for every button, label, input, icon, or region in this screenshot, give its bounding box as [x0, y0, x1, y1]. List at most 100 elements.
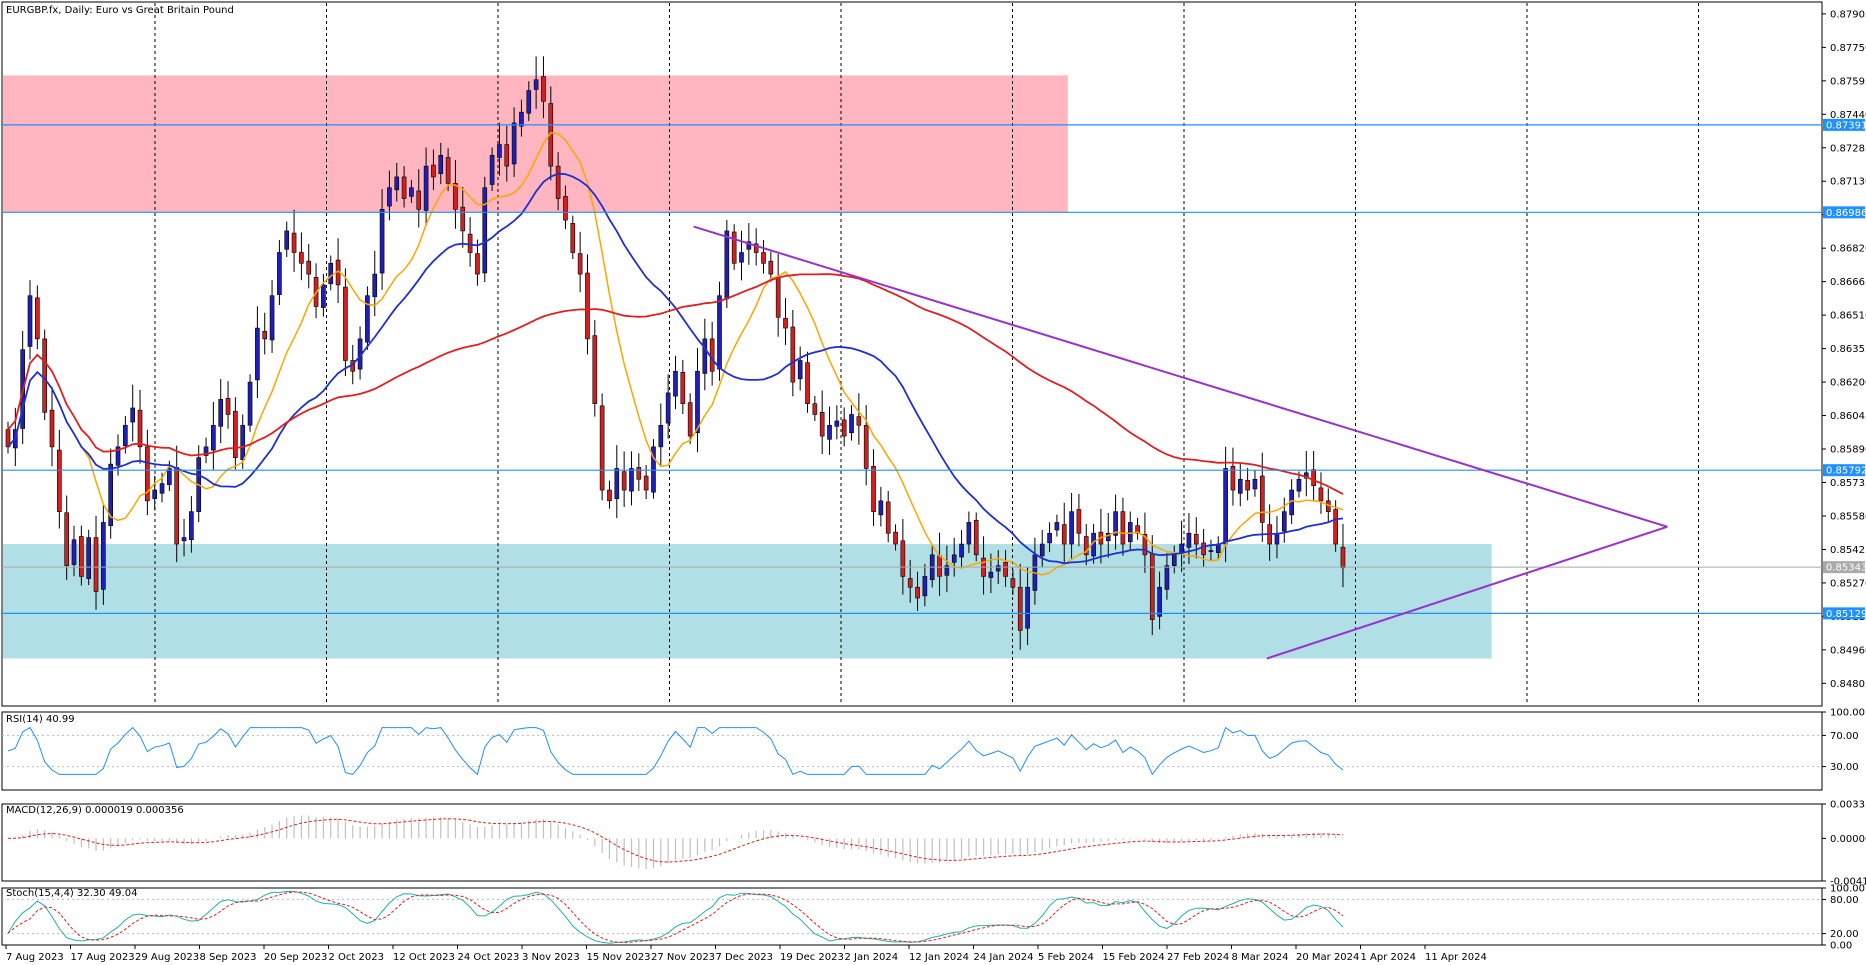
- candle[interactable]: [453, 160, 458, 229]
- candle[interactable]: [687, 393, 693, 444]
- candle[interactable]: [291, 209, 297, 272]
- candle[interactable]: [1318, 472, 1324, 514]
- candle[interactable]: [401, 166, 407, 208]
- candle[interactable]: [255, 306, 260, 399]
- candle[interactable]: [49, 386, 55, 467]
- candle[interactable]: [673, 355, 678, 410]
- candle[interactable]: [797, 346, 803, 391]
- candle[interactable]: [277, 240, 282, 305]
- candle[interactable]: [299, 232, 304, 281]
- candle[interactable]: [416, 169, 422, 228]
- candle[interactable]: [863, 405, 869, 486]
- candle[interactable]: [27, 280, 33, 360]
- candle[interactable]: [108, 448, 114, 539]
- candle[interactable]: [1201, 528, 1206, 567]
- candle[interactable]: [900, 519, 906, 595]
- candle[interactable]: [599, 393, 605, 501]
- candle[interactable]: [680, 359, 686, 415]
- candle[interactable]: [1076, 493, 1082, 547]
- candle[interactable]: [1208, 539, 1214, 561]
- candle[interactable]: [695, 347, 700, 453]
- candle[interactable]: [1017, 563, 1023, 650]
- candle[interactable]: [511, 107, 517, 177]
- candle[interactable]: [1333, 500, 1338, 552]
- candle[interactable]: [1010, 569, 1016, 596]
- candle[interactable]: [1083, 524, 1089, 566]
- rsi-panel[interactable]: 100.00 70.00 30.00: [1, 708, 1865, 791]
- candle[interactable]: [218, 379, 224, 444]
- rising-trendline[interactable]: [1266, 525, 1668, 660]
- candle[interactable]: [966, 511, 972, 554]
- candle[interactable]: [189, 496, 194, 553]
- candle[interactable]: [834, 405, 840, 440]
- candle[interactable]: [1193, 517, 1199, 559]
- falling-trendline[interactable]: [693, 225, 1668, 528]
- candle[interactable]: [592, 320, 598, 417]
- candle[interactable]: [445, 148, 451, 192]
- candle[interactable]: [665, 374, 671, 439]
- candle[interactable]: [57, 429, 62, 529]
- candle[interactable]: [922, 563, 928, 607]
- candle[interactable]: [555, 152, 561, 211]
- candle[interactable]: [871, 449, 876, 526]
- candle[interactable]: [849, 405, 854, 441]
- candle[interactable]: [431, 149, 436, 190]
- candle[interactable]: [629, 451, 634, 506]
- candle[interactable]: [284, 221, 290, 258]
- candle[interactable]: [1245, 467, 1250, 501]
- candle[interactable]: [269, 280, 275, 353]
- candle[interactable]: [1054, 514, 1060, 537]
- candle[interactable]: [1039, 530, 1045, 568]
- candle[interactable]: [504, 125, 510, 182]
- candle[interactable]: [878, 486, 884, 527]
- candle[interactable]: [225, 381, 231, 429]
- candle[interactable]: [951, 537, 957, 577]
- candle[interactable]: [819, 390, 825, 455]
- candle[interactable]: [93, 515, 99, 610]
- candle[interactable]: [35, 285, 40, 350]
- candle[interactable]: [71, 525, 77, 577]
- candle[interactable]: [1003, 549, 1008, 587]
- candle[interactable]: [563, 185, 568, 230]
- candle[interactable]: [115, 434, 121, 476]
- candle[interactable]: [262, 312, 268, 355]
- macd-panel[interactable]: 0.003352 0.000000 -0.004161: [1, 800, 1866, 888]
- candle[interactable]: [130, 384, 136, 442]
- candle[interactable]: [702, 318, 708, 391]
- candle[interactable]: [651, 439, 656, 499]
- candle[interactable]: [768, 251, 774, 282]
- candle[interactable]: [145, 429, 150, 516]
- candle[interactable]: [321, 274, 326, 317]
- candle[interactable]: [365, 286, 370, 350]
- candle[interactable]: [1164, 553, 1170, 600]
- candle[interactable]: [1230, 447, 1236, 506]
- candle[interactable]: [731, 224, 737, 270]
- candle[interactable]: [621, 451, 627, 507]
- candle[interactable]: [658, 403, 664, 465]
- candle[interactable]: [893, 524, 898, 551]
- candle[interactable]: [1296, 471, 1302, 498]
- candle[interactable]: [607, 480, 612, 509]
- candle[interactable]: [1281, 497, 1287, 543]
- candle[interactable]: [1113, 494, 1118, 550]
- candle[interactable]: [812, 395, 818, 421]
- candle[interactable]: [1157, 571, 1162, 630]
- candle[interactable]: [533, 56, 539, 109]
- candle[interactable]: [636, 453, 642, 491]
- candle[interactable]: [328, 255, 334, 291]
- candle[interactable]: [761, 240, 766, 274]
- candle[interactable]: [1135, 517, 1140, 540]
- candle[interactable]: [724, 220, 730, 309]
- candle[interactable]: [841, 407, 847, 447]
- candle[interactable]: [1237, 463, 1243, 507]
- candle[interactable]: [739, 230, 744, 281]
- candle[interactable]: [497, 122, 502, 176]
- candle[interactable]: [86, 529, 92, 586]
- candle[interactable]: [203, 437, 209, 464]
- candle[interactable]: [211, 401, 216, 470]
- candle[interactable]: [438, 142, 444, 185]
- candle[interactable]: [643, 465, 649, 500]
- candle[interactable]: [475, 239, 480, 286]
